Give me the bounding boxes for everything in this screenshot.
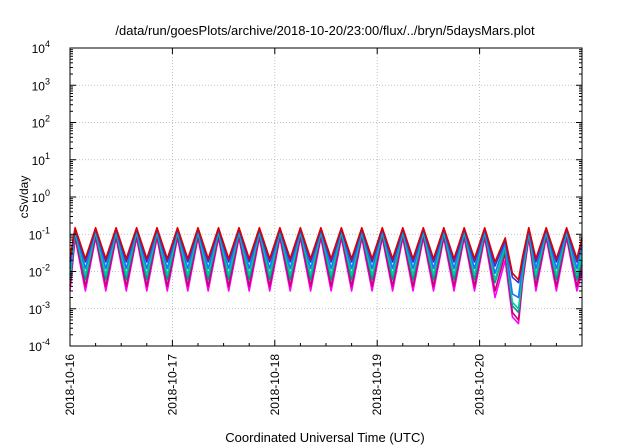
y-axis: 10-4 10-3 10-2 10-1 100 101 102 103 104 (29, 39, 582, 354)
x-tick-label: 2018-10-17 (165, 354, 179, 416)
x-tick-label: 2018-10-18 (268, 354, 282, 416)
x-tick-label: 2018-10-16 (63, 354, 77, 416)
chart-title: /data/run/goesPlots/archive/2018-10-20/2… (115, 23, 535, 38)
y-tick-label: 102 (32, 114, 50, 131)
y-tick-label: 100 (32, 188, 50, 205)
series-group (69, 226, 583, 325)
series-line-2 (69, 235, 583, 321)
grid-lines (70, 48, 582, 346)
x-tick-label: 2018-10-19 (370, 354, 384, 416)
x-axis-label: Coordinated Universal Time (UTC) (225, 430, 424, 445)
y-tick-label: 10-1 (29, 225, 50, 242)
x-tick-label: 2018-10-20 (473, 354, 487, 416)
y-tick-label: 101 (32, 151, 50, 168)
y-tick-label: 104 (32, 39, 50, 56)
y-tick-label: 10-3 (29, 300, 50, 317)
series-line-7 (69, 226, 583, 281)
y-axis-label: cSv/day (17, 176, 31, 219)
y-tick-label: 10-2 (29, 263, 50, 280)
y-tick-label: 10-4 (29, 337, 50, 354)
x-axis: 2018-10-16 2018-10-17 2018-10-18 2018-10-19… (63, 48, 557, 416)
y-tick-label: 103 (32, 76, 50, 93)
